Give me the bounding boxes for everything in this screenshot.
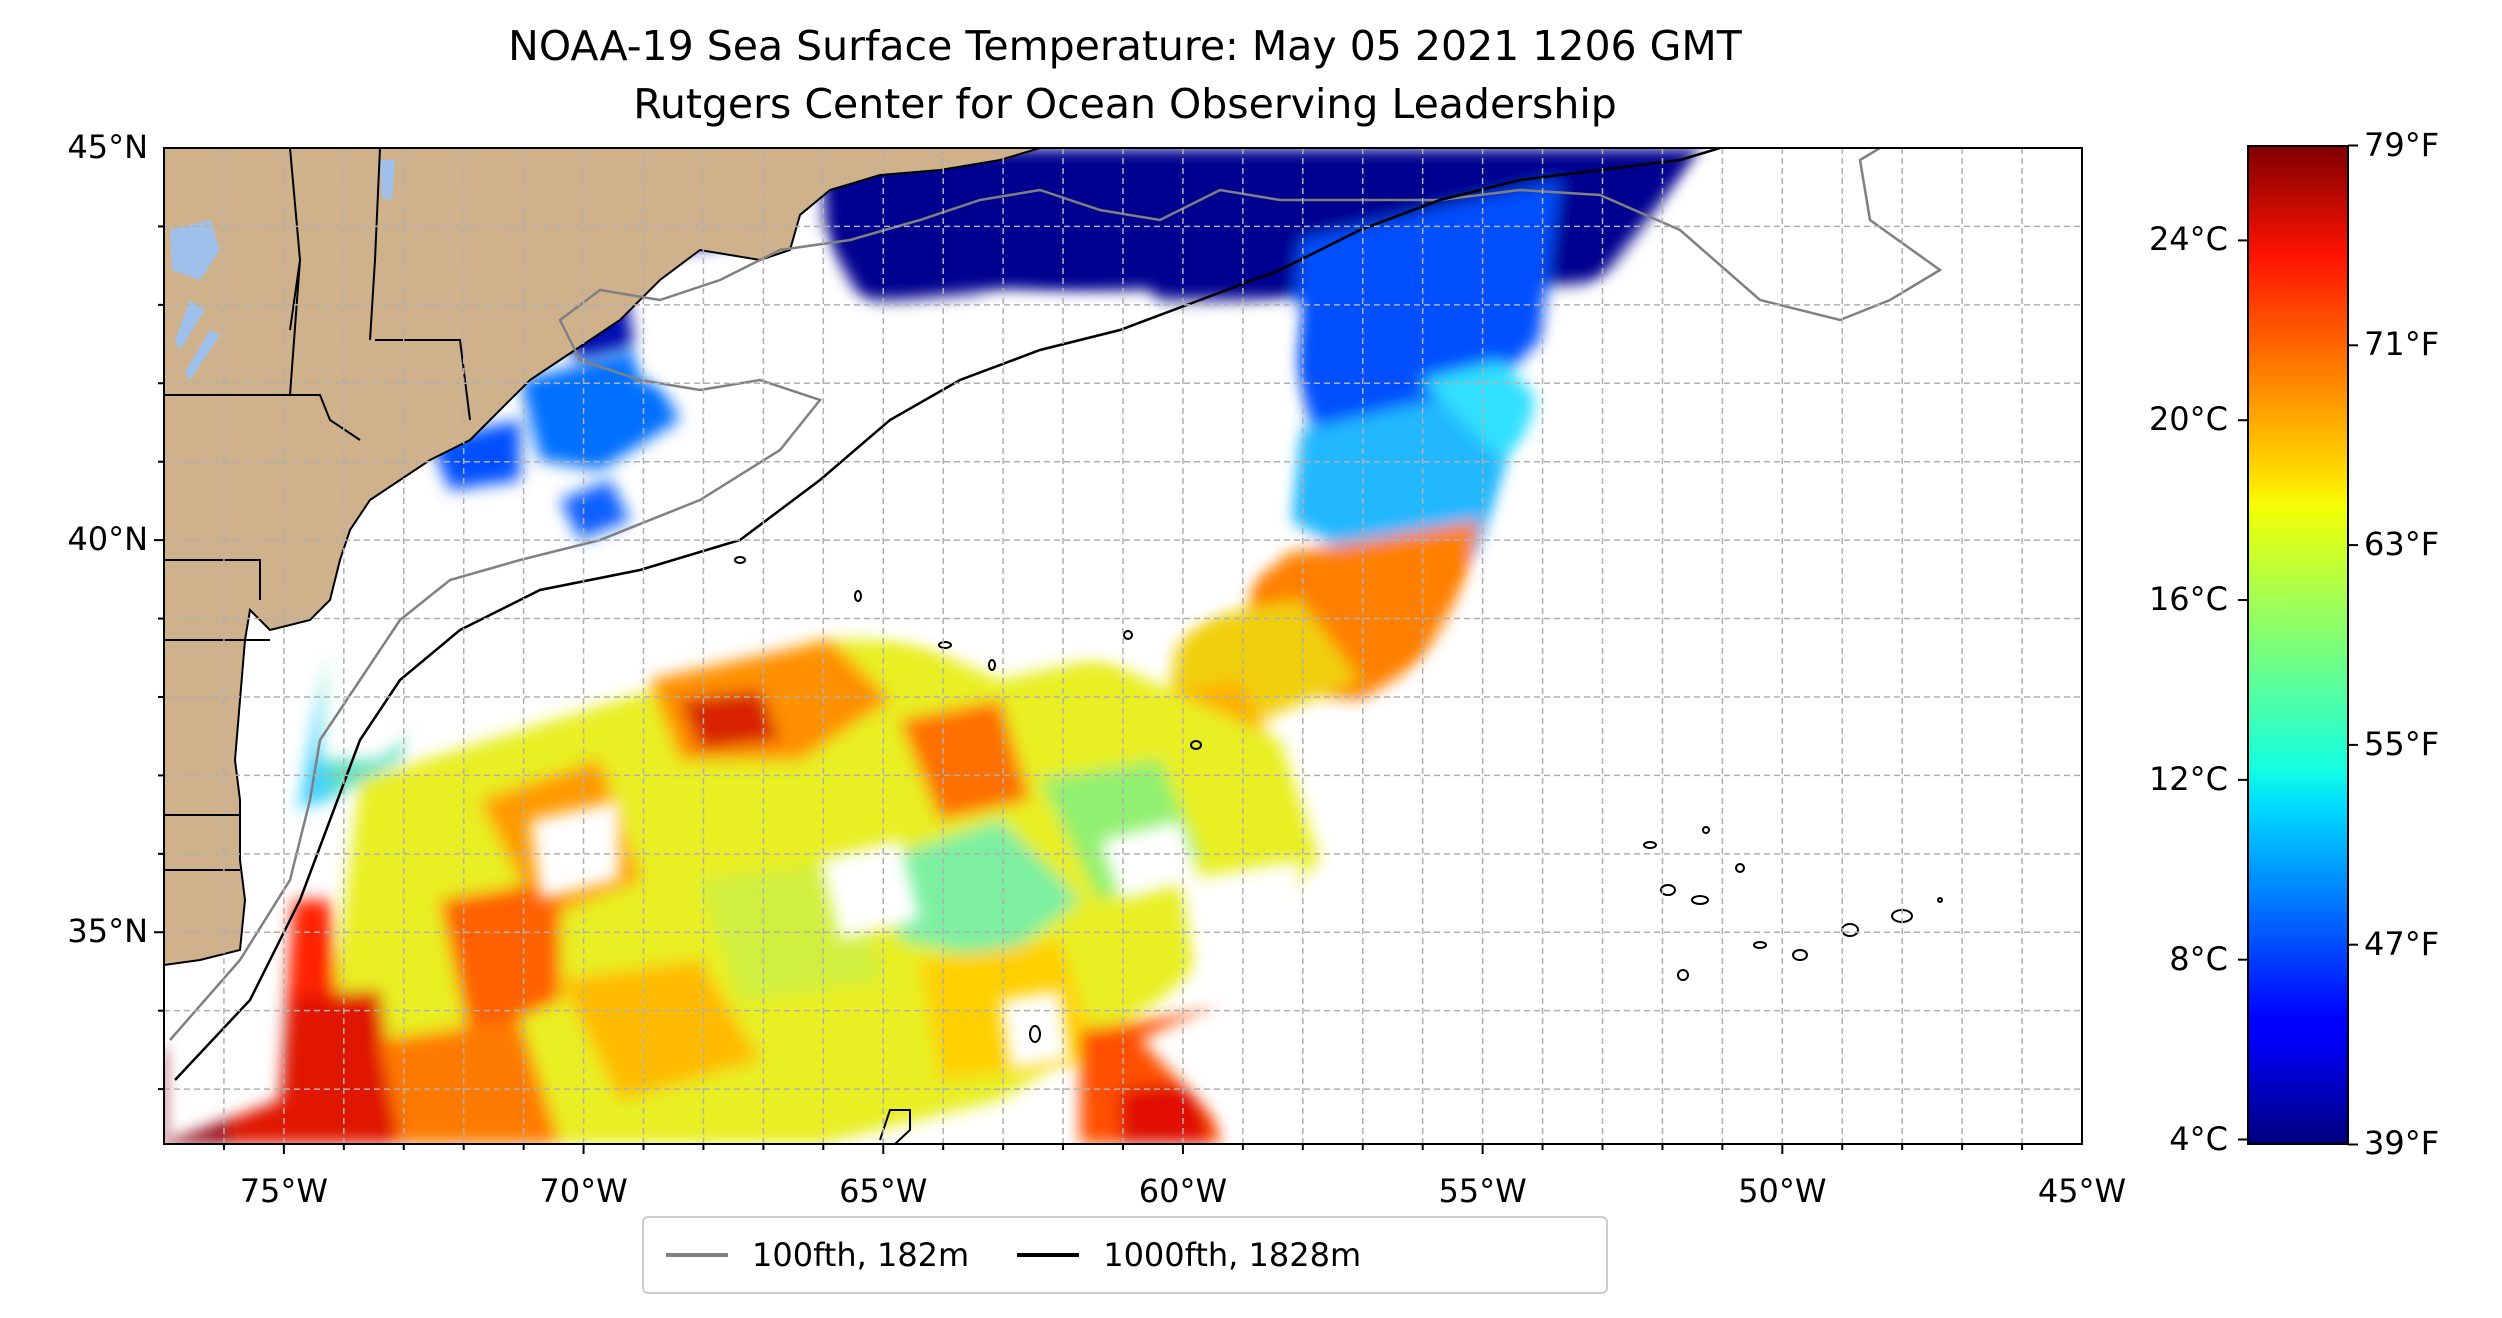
land-mass [164,148,1041,967]
colorbar-fahrenheit-label: 71°F [2364,325,2440,364]
colorbar-fahrenheit-label: 55°F [2364,724,2440,763]
sst-field [164,148,1705,1144]
colorbar-celsius-label: 16°C [2148,580,2228,619]
axis-ticks [154,225,2024,1154]
lon-tick-label: 55°W [1438,1172,1527,1210]
lon-tick-label: 70°W [539,1172,628,1210]
colorbar-fahrenheit-label: 79°F [2364,125,2440,164]
lon-tick-label: 65°W [839,1172,928,1210]
lon-tick-label: 50°W [1738,1172,1827,1210]
colorbar-fahrenheit-label: 39°F [2364,1124,2440,1163]
state-borders [164,148,471,871]
legend-line-gray [666,1253,728,1257]
lon-tick-label: 75°W [239,1172,329,1210]
legend-item-100fth: 100fth, 182m [666,1236,969,1274]
colorbar-celsius-label: 20°C [2148,400,2228,439]
colorbar-celsius-label: 12°C [2148,759,2228,798]
lon-tick-label: 60°W [1138,1172,1228,1210]
legend-line-black [1017,1253,1080,1257]
colorbar-celsius-label: 4°C [2169,1119,2228,1158]
colorbar-fahrenheit-label: 47°F [2364,924,2440,963]
lat-tick-label: 35°N [67,912,148,951]
graticule [164,148,2082,1144]
map-subtitle: Rutgers Center for Ocean Observing Leade… [633,80,1617,128]
legend: 100fth, 182m 1000fth, 1828m [642,1216,1608,1294]
colorbar-celsius-label: 8°C [2169,939,2228,978]
legend-item-1000fth: 1000fth, 1828m [1017,1236,1361,1274]
isobath-100fth [169,148,1943,1041]
colorbar-celsius-label: 24°C [2148,220,2228,259]
isobath-1000fth [174,148,1721,1081]
colorbar-fahrenheit-label: 63°F [2364,525,2440,564]
no-data-gaps [164,148,2082,1144]
lakes [170,160,395,380]
legend-label: 1000fth, 1828m [1103,1236,1362,1274]
lat-tick-label: 40°N [67,520,148,559]
map-title: NOAA-19 Sea Surface Temperature: May 05 … [508,22,1742,70]
colorbar-ticks [2238,144,2358,1146]
lat-tick-label: 45°N [67,128,148,166]
lon-tick-label: 45°W [2037,1172,2127,1210]
colorbar [2247,145,2349,1145]
legend-label: 100fth, 182m [752,1236,970,1274]
